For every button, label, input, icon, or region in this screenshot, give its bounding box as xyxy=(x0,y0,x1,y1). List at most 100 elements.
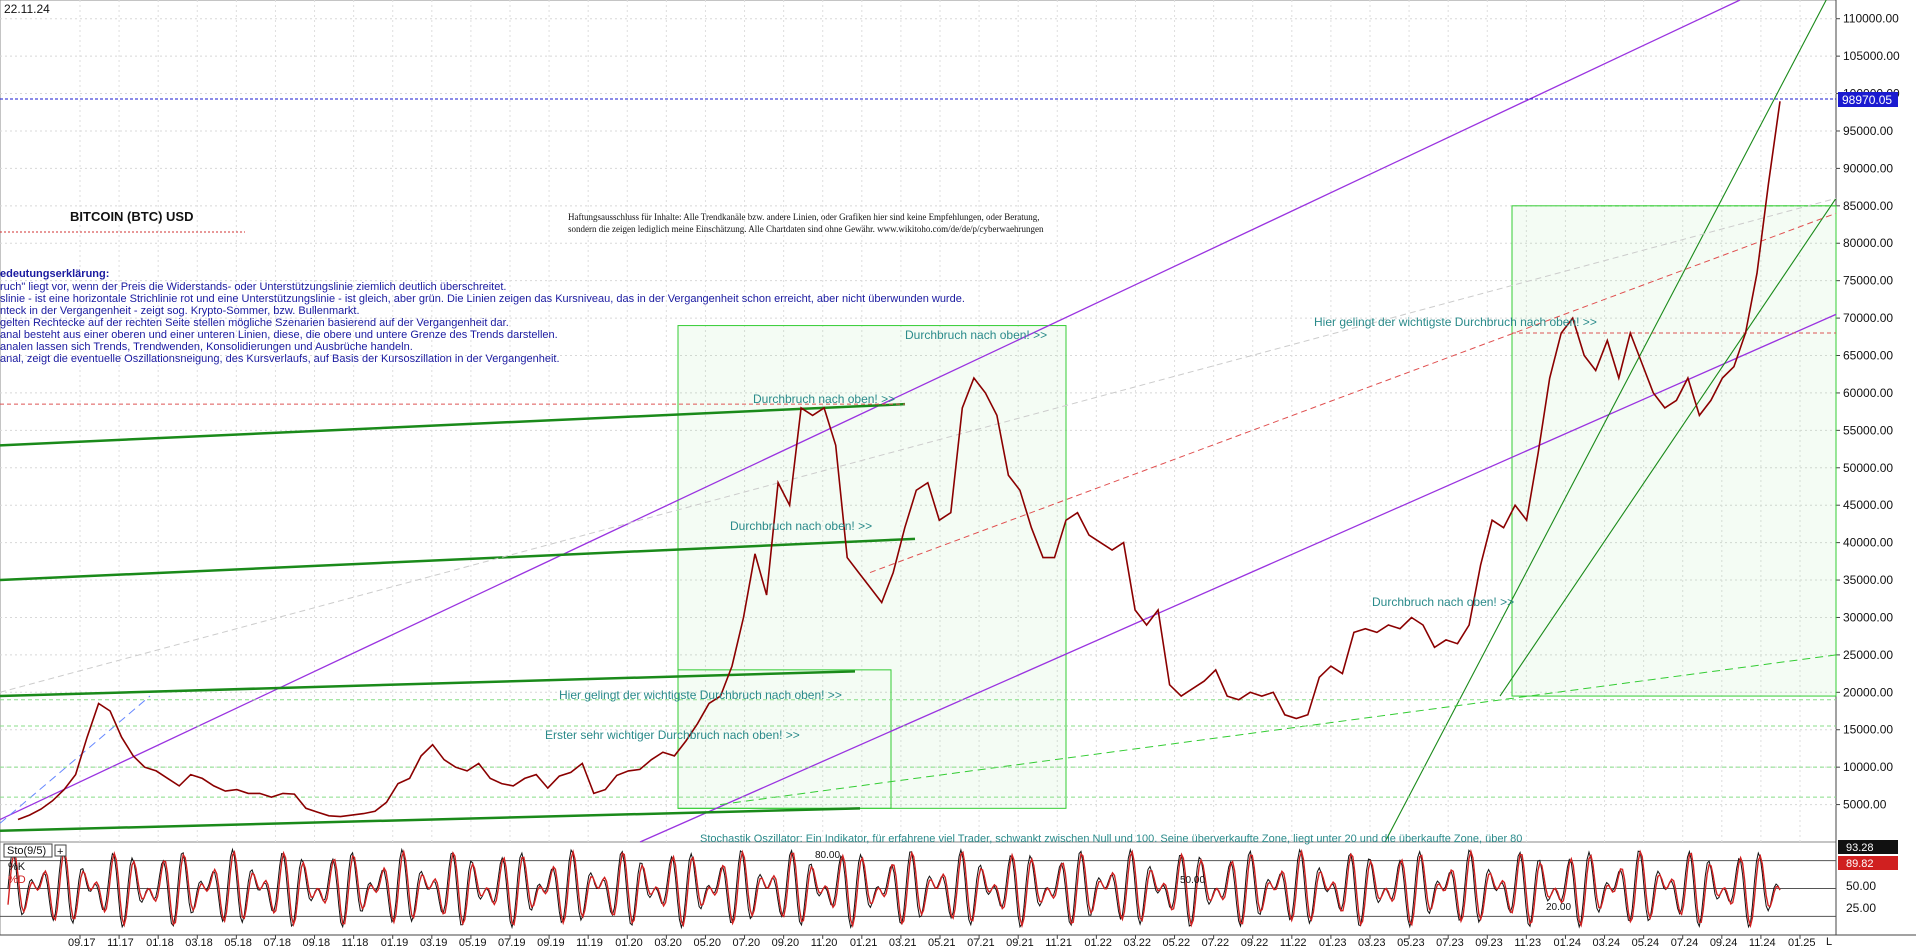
x-tick-label-14: 01.20 xyxy=(615,937,643,948)
legend-line-1: ruch" liegt vor, wenn der Preis die Wide… xyxy=(0,281,506,293)
x-tick-label-13: 11.19 xyxy=(576,937,603,948)
x-tick-label-17: 07.20 xyxy=(733,937,761,948)
x-tick-label-0: 09.17 xyxy=(68,937,96,948)
oscillator-annotation: Stochastik Oszillator: Ein Indikator, fü… xyxy=(700,833,1522,845)
y-tick-label-10: 55000.00 xyxy=(1843,423,1893,437)
green-support-4 xyxy=(0,807,861,833)
legend-line-4: gelten Rechtecke auf der rechten Seite s… xyxy=(0,317,509,329)
bull-zone-2025 xyxy=(1511,205,1837,697)
x-tick-label-24: 09.21 xyxy=(1006,937,1034,948)
x-axis-end-label: L xyxy=(1826,936,1832,948)
blue-dash-line xyxy=(0,695,151,824)
annotation-main-breakout-2: Hier gelingt der wichtigste Durchbruch n… xyxy=(1314,315,1597,329)
x-tick-label-18: 09.20 xyxy=(772,937,800,948)
svg-text:+: + xyxy=(57,846,63,858)
chart-title: BITCOIN (BTC) USD xyxy=(70,209,194,224)
osc-d-value: 89.82 xyxy=(1846,858,1874,870)
x-tick-label-35: 07.23 xyxy=(1436,937,1464,948)
x-tick-label-12: 09.19 xyxy=(537,937,565,948)
legend-line-5: anal besteht aus einer oberen und einer … xyxy=(0,329,558,341)
x-tick-label-25: 11.21 xyxy=(1045,937,1072,948)
oscillator-legend-d: %D xyxy=(8,874,26,886)
stochastic-lines xyxy=(0,847,1836,930)
x-tick-label-11: 07.19 xyxy=(498,937,526,948)
y-tick-label-21: 110000.00 xyxy=(1843,12,1899,26)
price-panel xyxy=(0,0,1837,843)
x-tick-label-42: 09.24 xyxy=(1710,937,1738,948)
x-tick-label-37: 11.23 xyxy=(1514,937,1541,948)
y-tick-label-7: 40000.00 xyxy=(1843,536,1893,550)
trend-lines xyxy=(0,0,1837,843)
oscillator-expand-icon[interactable] xyxy=(54,844,67,857)
purple-channel-lower xyxy=(639,313,1837,843)
legend-line-0: edeutungserklärung: xyxy=(0,268,109,280)
y-tick-label-8: 45000.00 xyxy=(1843,498,1893,512)
y-tick-label-12: 65000.00 xyxy=(1843,349,1893,363)
x-tick-label-30: 09.22 xyxy=(1241,937,1269,948)
annotation-breakout-3: Durchbruch nach oben! >> xyxy=(730,519,872,533)
osc-k-box xyxy=(1838,840,1898,854)
annotation-breakout-4: Durchbruch nach oben! >> xyxy=(1372,595,1514,609)
disclaimer-line-1: Haftungsausschluss für Inhalte: Alle Tre… xyxy=(568,212,1040,222)
x-tick-label-9: 03.19 xyxy=(420,937,448,948)
grey-dash-line xyxy=(0,197,1837,693)
x-tick-label-36: 09.23 xyxy=(1475,937,1503,948)
y-tick-label-17: 90000.00 xyxy=(1843,161,1893,175)
osc-k-value: 93.28 xyxy=(1846,842,1874,854)
x-tick-label-31: 11.22 xyxy=(1280,937,1307,948)
oscillator-title: Sto(9/5) xyxy=(7,845,46,857)
x-tick-label-28: 05.22 xyxy=(1163,937,1191,948)
y-tick-label-4: 25000.00 xyxy=(1843,648,1893,662)
level-80-label: 80.00 xyxy=(815,850,840,861)
green-dash-line xyxy=(719,654,1837,806)
x-tick-label-5: 07.18 xyxy=(263,937,291,948)
y-tick-label-20: 105000.00 xyxy=(1843,49,1900,63)
legend-line-3: nteck in der Vergangenheit - zeigt sog. … xyxy=(0,305,360,317)
annotation-main-breakout-1: Hier gelingt der wichtigste Durchbruch n… xyxy=(559,688,842,702)
x-axis-labels: 09.17 11.17 01.18 03.18 05.18 07.18 09.18 11.18… xyxy=(68,937,1816,948)
legend-line-2: slinie - ist eine horizontale Strichlini… xyxy=(0,293,965,305)
purple-channel-upper xyxy=(0,0,1741,821)
annotation-breakout-2: Durchbruch nach oben! >> xyxy=(753,392,895,406)
x-tick-label-10: 05.19 xyxy=(459,937,487,948)
y-tick-label-9: 50000.00 xyxy=(1843,461,1893,475)
y-tick-label-14: 75000.00 xyxy=(1843,274,1893,288)
level-20-label: 20.00 xyxy=(1546,902,1571,913)
y-tick-label-13: 70000.00 xyxy=(1843,311,1893,325)
last-price-label: 98970.05 xyxy=(1842,93,1892,107)
x-tick-label-43: 11.24 xyxy=(1749,937,1776,948)
x-tick-label-34: 05.23 xyxy=(1397,937,1425,948)
x-tick-label-6: 09.18 xyxy=(303,937,331,948)
y-tick-label-15: 80000.00 xyxy=(1843,236,1893,250)
x-tick-label-20: 01.21 xyxy=(850,937,878,948)
last-price-box xyxy=(1838,92,1898,107)
y-tick-label-11: 60000.00 xyxy=(1843,386,1893,400)
y-tick-label-1: 10000.00 xyxy=(1843,760,1893,774)
x-tick-label-4: 05.18 xyxy=(224,937,252,948)
green-support-3 xyxy=(0,670,856,698)
x-tick-label-26: 01.22 xyxy=(1084,937,1112,948)
oscillator-legend-k: %K xyxy=(8,861,26,873)
x-tick-label-7: 11.18 xyxy=(342,937,369,948)
x-tick-label-1: 11.17 xyxy=(107,937,134,948)
x-tick-label-19: 11.20 xyxy=(811,937,838,948)
y-tick-label-3: 20000.00 xyxy=(1843,685,1893,699)
green-support-1 xyxy=(0,402,906,447)
y-tick-label-0: 5000.00 xyxy=(1843,798,1887,812)
x-tick-label-8: 01.19 xyxy=(381,937,409,948)
x-tick-label-29: 07.22 xyxy=(1202,937,1230,948)
annotation-first-breakout: Erster sehr wichtiger Durchbruch nach ob… xyxy=(545,728,800,742)
y-tick-label-2: 15000.00 xyxy=(1843,723,1893,737)
red-dash-line xyxy=(869,212,1837,574)
osc-tick-25: 25.00 xyxy=(1846,901,1876,915)
legend-line-6: analen lassen sich Trends, Trendwenden, … xyxy=(0,341,413,353)
y-tick-label-6: 35000.00 xyxy=(1843,573,1893,587)
x-tick-label-38: 01.24 xyxy=(1553,937,1581,948)
x-tick-label-32: 01.23 xyxy=(1319,937,1347,948)
osc-tick-50: 50.00 xyxy=(1846,879,1876,893)
breakout-zone-2020 xyxy=(677,669,892,809)
x-tick-label-23: 07.21 xyxy=(967,937,995,948)
green-support-2 xyxy=(0,537,916,582)
price-series-line xyxy=(17,101,1781,821)
x-tick-label-22: 05.21 xyxy=(928,937,956,948)
